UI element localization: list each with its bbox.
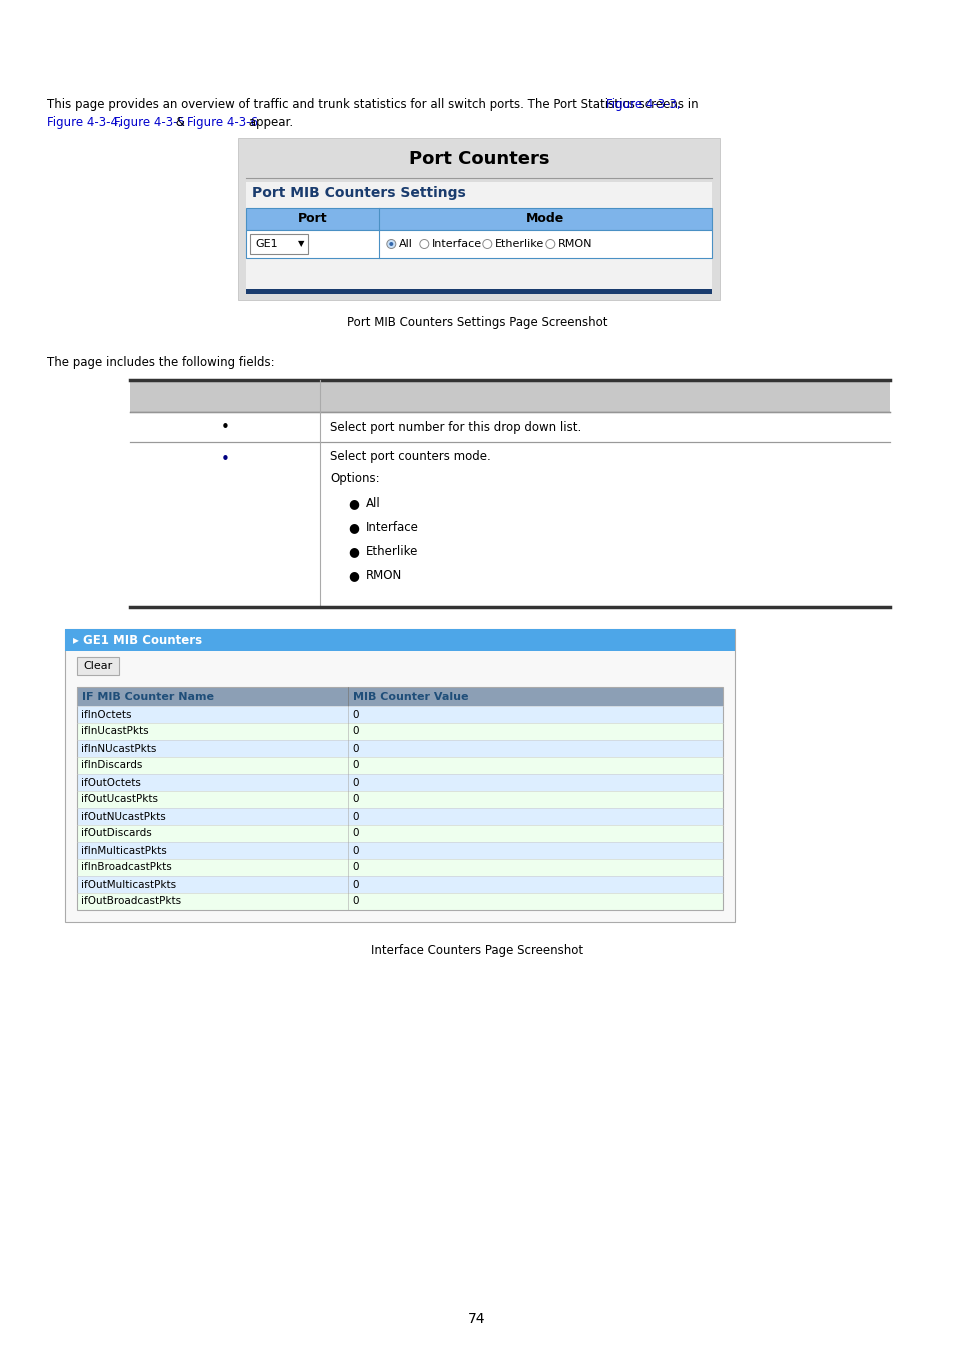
Text: This page provides an overview of traffic and trunk statistics for all switch po: This page provides an overview of traffi…: [47, 99, 701, 111]
Text: Clear: Clear: [83, 662, 112, 671]
Text: 0: 0: [352, 744, 358, 753]
Text: All: All: [366, 497, 380, 510]
Text: ifOutNUcastPkts: ifOutNUcastPkts: [81, 811, 166, 822]
Bar: [246, 182, 711, 294]
Bar: [65, 629, 734, 651]
Text: Select port number for this drop down list.: Select port number for this drop down li…: [330, 420, 580, 433]
Text: ●: ●: [348, 497, 358, 510]
Text: ●: ●: [348, 521, 358, 535]
Text: Port Counters: Port Counters: [408, 150, 549, 167]
Circle shape: [545, 239, 555, 248]
Text: Options:: Options:: [330, 472, 379, 485]
Bar: [77, 842, 722, 859]
Text: Figure 4-3-3,: Figure 4-3-3,: [605, 99, 680, 111]
Text: Port MIB Counters Settings Page Screenshot: Port MIB Counters Settings Page Screensh…: [346, 316, 607, 329]
Text: 74: 74: [468, 1312, 485, 1326]
Text: ifInUcastPkts: ifInUcastPkts: [81, 726, 149, 737]
Bar: [77, 859, 722, 876]
Text: ●: ●: [348, 545, 358, 558]
Text: 0: 0: [352, 760, 358, 771]
Text: ifOutBroadcastPkts: ifOutBroadcastPkts: [81, 896, 181, 906]
Text: ●: ●: [348, 568, 358, 582]
Bar: [77, 809, 722, 825]
Circle shape: [386, 239, 395, 248]
Bar: [130, 412, 889, 441]
Text: The page includes the following fields:: The page includes the following fields:: [47, 356, 274, 369]
Text: 0: 0: [352, 879, 358, 890]
Bar: [77, 657, 119, 675]
Text: ifOutDiscards: ifOutDiscards: [81, 829, 152, 838]
Text: Etherlike: Etherlike: [366, 545, 418, 558]
Text: Interface Counters Page Screenshot: Interface Counters Page Screenshot: [371, 944, 582, 957]
Text: Select port counters mode.: Select port counters mode.: [330, 450, 490, 463]
Bar: [65, 629, 734, 922]
Bar: [77, 892, 722, 910]
Bar: [246, 208, 711, 230]
Text: RMON: RMON: [366, 568, 402, 582]
Text: Port MIB Counters Settings: Port MIB Counters Settings: [252, 186, 465, 200]
Text: Mode: Mode: [526, 212, 564, 225]
Text: 0: 0: [352, 726, 358, 737]
Bar: [77, 876, 722, 892]
Text: All: All: [398, 239, 413, 248]
Text: appear.: appear.: [244, 116, 293, 130]
Circle shape: [482, 239, 492, 248]
Text: Interface: Interface: [432, 239, 481, 248]
Bar: [77, 687, 722, 910]
Text: RMON: RMON: [558, 239, 592, 248]
Bar: [77, 740, 722, 757]
Text: IF MIB Counter Name: IF MIB Counter Name: [82, 691, 213, 702]
Text: 0: 0: [352, 863, 358, 872]
Bar: [237, 138, 720, 300]
Text: 0: 0: [352, 710, 358, 720]
Text: ifInDiscards: ifInDiscards: [81, 760, 142, 771]
Text: ifOutOctets: ifOutOctets: [81, 778, 141, 787]
Text: ▼: ▼: [297, 239, 304, 248]
Text: •: •: [220, 420, 230, 435]
Text: Etherlike: Etherlike: [495, 239, 543, 248]
Text: GE1: GE1: [254, 239, 277, 248]
Text: Port: Port: [297, 212, 327, 225]
Text: 0: 0: [352, 829, 358, 838]
Text: 0: 0: [352, 811, 358, 822]
Bar: [130, 441, 889, 608]
Text: 0: 0: [352, 845, 358, 856]
Bar: [77, 791, 722, 809]
Circle shape: [389, 242, 393, 246]
Bar: [77, 774, 722, 791]
Bar: [246, 289, 711, 294]
Bar: [246, 230, 711, 258]
Bar: [77, 724, 722, 740]
Text: &: &: [172, 116, 189, 130]
Text: Interface: Interface: [366, 521, 418, 535]
Text: 0: 0: [352, 778, 358, 787]
Text: ifInBroadcastPkts: ifInBroadcastPkts: [81, 863, 172, 872]
Bar: [130, 379, 889, 412]
Text: •: •: [220, 452, 230, 467]
Text: Figure 4-3-4,: Figure 4-3-4,: [47, 116, 122, 130]
Bar: [77, 825, 722, 842]
Text: ifInNUcastPkts: ifInNUcastPkts: [81, 744, 156, 753]
Text: ifInMulticastPkts: ifInMulticastPkts: [81, 845, 167, 856]
Bar: [77, 687, 722, 706]
Text: Figure 4-3-6: Figure 4-3-6: [187, 116, 257, 130]
Bar: [250, 234, 308, 254]
Text: ifOutUcastPkts: ifOutUcastPkts: [81, 795, 158, 805]
Text: 0: 0: [352, 795, 358, 805]
Bar: [77, 706, 722, 724]
Text: ifInOctets: ifInOctets: [81, 710, 132, 720]
Text: 0: 0: [352, 896, 358, 906]
Bar: [77, 757, 722, 774]
Text: MIB Counter Value: MIB Counter Value: [353, 691, 468, 702]
Text: ▸ GE1 MIB Counters: ▸ GE1 MIB Counters: [73, 634, 202, 647]
Text: ifOutMulticastPkts: ifOutMulticastPkts: [81, 879, 176, 890]
Text: Figure 4-3-5: Figure 4-3-5: [114, 116, 185, 130]
Circle shape: [419, 239, 428, 248]
